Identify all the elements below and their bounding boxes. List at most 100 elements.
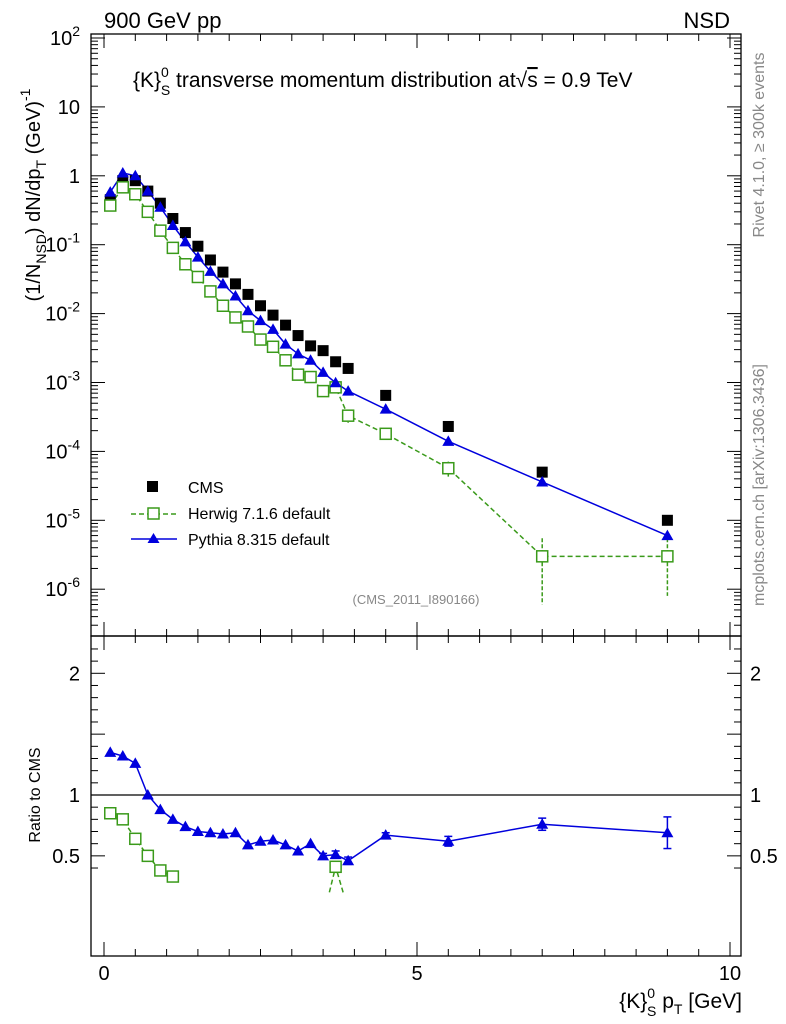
rivet-version-label: Rivet 4.1.0, ≥ 300k events (751, 53, 768, 238)
x-tick-label: 5 (411, 963, 422, 985)
herwig-point (535, 550, 549, 563)
herwig-point (166, 241, 180, 255)
herwig-point (191, 270, 205, 284)
herwig-point (661, 550, 674, 563)
corner-right-label: NSD (684, 8, 730, 33)
herwig-point (129, 187, 142, 201)
herwig-point (154, 224, 167, 237)
pythia-ratio-point (317, 849, 330, 861)
pythia-point (254, 314, 267, 326)
herwig-point (179, 258, 192, 271)
herwig-point (116, 181, 130, 194)
pythia-ratio-point (229, 826, 242, 838)
pythia-point (317, 366, 330, 377)
pythia-point (154, 201, 167, 212)
pythia-ratio-line (110, 751, 668, 862)
x-tick-label: 0 (98, 963, 109, 985)
cms-point (661, 514, 673, 526)
pythia-ratio-point (104, 746, 117, 757)
legend-label-herwig: Herwig 7.1.6 default (188, 506, 331, 523)
legend-label-cms: CMS (188, 480, 224, 497)
herwig-ratio-point (129, 832, 142, 846)
ratio-plot-frame (90, 635, 742, 957)
pythia-point (229, 290, 242, 301)
pythia-ratio-point (141, 789, 154, 800)
cms-point (255, 300, 266, 312)
pythia-point (179, 235, 192, 247)
pythia-point (267, 323, 280, 334)
herwig-ratio-point (154, 864, 167, 877)
y-tick-label-main: 10-6 (45, 574, 80, 601)
cms-point (204, 254, 216, 266)
y-tick-label-main: 10-5 (45, 505, 80, 532)
legend-marker-pythia (147, 533, 160, 543)
herwig-point (254, 333, 267, 346)
pythia-point (241, 304, 254, 316)
pythia-ratio-point (329, 848, 342, 860)
pythia-point (104, 186, 117, 197)
cms-point (179, 227, 191, 239)
y-tick-label-ratio: 2 (69, 663, 80, 685)
herwig-point (229, 311, 242, 324)
ratio-plot-area (104, 746, 674, 893)
y-tick-label-main: 10-4 (45, 436, 80, 463)
pythia-ratio-point (267, 834, 280, 845)
pythia-ratio-point (536, 818, 549, 829)
pythia-point (304, 354, 317, 365)
herwig-ratio-point (104, 807, 117, 820)
herwig-point (241, 320, 255, 333)
y-tick-label-main: 1 (69, 166, 80, 188)
pythia-point (129, 169, 142, 181)
cms-point (229, 278, 241, 290)
pythia-ratio-point (241, 838, 254, 850)
y-tick-label-ratio-right: 0.5 (750, 846, 778, 868)
y-tick-label-ratio-right: 1 (750, 785, 761, 807)
corner-left-label: 900 GeV pp (104, 8, 221, 33)
y-tick-label-main: 10-1 (45, 230, 80, 257)
herwig-point (141, 205, 155, 219)
herwig-point (204, 285, 217, 298)
y-tick-label-main: 10-2 (45, 299, 80, 326)
cms-point (117, 175, 129, 187)
pythia-ratio-point (254, 835, 267, 846)
y-tick-label-main: 10-3 (45, 368, 80, 395)
cms-point (317, 345, 329, 357)
cms-point (342, 362, 354, 374)
herwig-point (279, 354, 292, 367)
pythia-ratio-point (304, 837, 317, 849)
cms-point (536, 466, 548, 478)
herwig-point (104, 199, 117, 212)
pythia-ratio-point (216, 827, 229, 839)
cms-point (129, 175, 141, 187)
herwig-ratio-point (166, 870, 180, 883)
herwig-point (379, 427, 392, 441)
herwig-point (442, 461, 455, 475)
pythia-point (536, 475, 549, 487)
pythia-ratio-point (154, 803, 167, 815)
pythia-ratio-point (129, 757, 142, 768)
cms-point (267, 309, 279, 321)
cms-point (192, 240, 204, 252)
cms-point (280, 319, 292, 331)
legend-marker-cms (147, 481, 158, 492)
pythia-point (216, 277, 229, 289)
pythia-point (166, 219, 179, 230)
analysis-tag: (CMS_2011_I890166) (353, 592, 480, 607)
pythia-point (141, 185, 154, 196)
pythia-point (204, 265, 217, 276)
y-tick-label-ratio-right: 2 (750, 663, 761, 685)
legend-label-pythia: Pythia 8.315 default (188, 532, 330, 549)
main-plot-area (104, 166, 674, 605)
herwig-ratio-point (329, 860, 342, 874)
legend: CMS Herwig 7.1.6 default Pythia 8.315 de… (131, 480, 331, 549)
pythia-ratio-point (442, 835, 455, 846)
pythia-point (279, 338, 292, 349)
cms-point (380, 389, 392, 401)
herwig-ratio-point (116, 813, 130, 826)
cms-point (167, 213, 179, 225)
pythia-ratio-point (166, 813, 179, 824)
cms-point (242, 288, 254, 300)
herwig-point (341, 409, 355, 422)
pythia-point (661, 529, 674, 541)
